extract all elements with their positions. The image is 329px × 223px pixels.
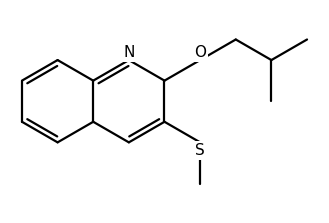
Text: O: O: [194, 45, 206, 60]
Text: N: N: [123, 45, 135, 60]
Text: S: S: [195, 143, 205, 158]
